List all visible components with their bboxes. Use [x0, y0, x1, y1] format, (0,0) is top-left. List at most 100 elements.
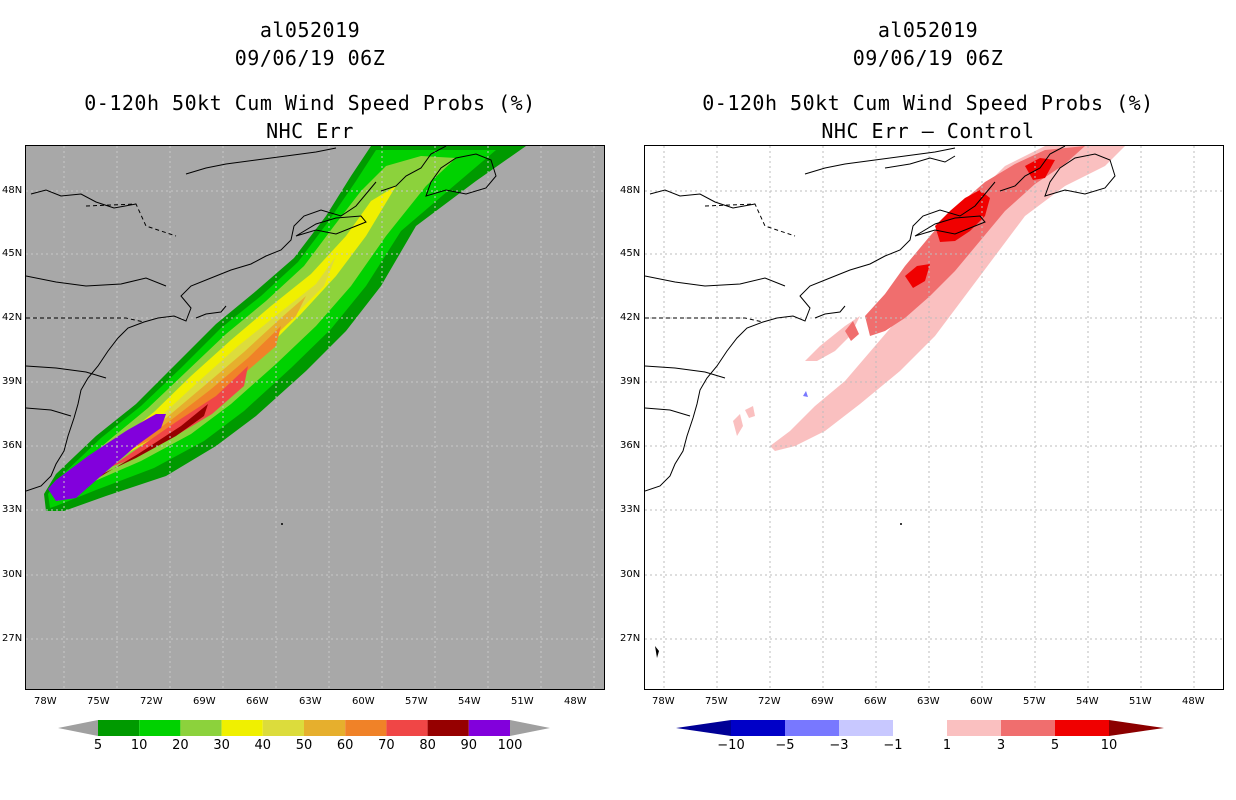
diff-band-3 [865, 146, 1085, 336]
left-title-product: 0-120h 50kt Cum Wind Speed Probs (%) [84, 91, 536, 115]
colorbar-low-arrow [676, 720, 731, 736]
coastlines [645, 146, 1116, 492]
graticule [26, 146, 604, 689]
right-title-storm: al052019 [877, 18, 979, 42]
lat-label: 42N [2, 312, 23, 323]
colorbar-swatch [98, 720, 140, 736]
colorbar-swatch [427, 720, 469, 736]
right-map-panel [644, 145, 1224, 690]
lat-label: 30N [2, 569, 23, 580]
colorbar-swatch [180, 720, 222, 736]
lon-label: 57W [1023, 696, 1046, 707]
islands [281, 523, 283, 525]
lon-label: 66W [246, 696, 269, 707]
colorbar-high-arrow [1109, 720, 1164, 736]
lat-label: 33N [620, 504, 641, 515]
lat-label: 48N [620, 185, 641, 196]
left-map-panel [25, 145, 605, 690]
colorbar-label: 10 [130, 738, 148, 753]
colorbar-swatch [221, 720, 263, 736]
lon-label: 69W [811, 696, 834, 707]
colorbar-swatch [304, 720, 346, 736]
colorbar-swatch [386, 720, 428, 736]
lon-label: 63W [299, 696, 322, 707]
colorbar-label: −3 [829, 738, 849, 753]
lon-label: 78W [34, 696, 57, 707]
lon-label: 66W [864, 696, 887, 707]
diff-band-1d [745, 406, 755, 418]
lon-label: 48W [1182, 696, 1205, 707]
lat-label: 39N [620, 376, 641, 387]
colorbar-swatch [893, 720, 947, 736]
right-colorbar-swatches [676, 720, 1164, 736]
lon-label: 72W [758, 696, 781, 707]
lon-label: 63W [917, 696, 940, 707]
lat-label: 30N [620, 569, 641, 580]
lat-label: 33N [2, 504, 23, 515]
left-title-storm: al052019 [259, 18, 361, 42]
colorbar-label: 20 [172, 738, 189, 753]
lon-label: 60W [352, 696, 375, 707]
lat-label: 27N [2, 633, 23, 644]
coastlines [26, 146, 497, 492]
islands [655, 523, 902, 658]
diff-band-neg [803, 391, 808, 397]
borders [645, 203, 796, 323]
diff-band-1b [805, 316, 860, 361]
colorbar-swatch [785, 720, 839, 736]
map-background [26, 146, 604, 689]
colorbar-swatch [345, 720, 387, 736]
colorbar-high-arrow [510, 720, 550, 736]
left-map-svg [26, 146, 604, 689]
diff-band-1c [733, 414, 743, 436]
colorbar-label: 80 [419, 738, 436, 753]
right-title-product: 0-120h 50kt Cum Wind Speed Probs (%) [702, 91, 1154, 115]
colorbar-label: −5 [775, 738, 795, 753]
lat-label: 27N [620, 633, 641, 644]
colorbar-label: −10 [717, 738, 745, 753]
lat-label: 48N [2, 185, 23, 196]
colorbar-label: 30 [213, 738, 230, 753]
colorbar-swatch [139, 720, 181, 736]
lat-label: 42N [620, 312, 641, 323]
map-background [645, 146, 1223, 689]
lon-label: 75W [705, 696, 728, 707]
lon-label: 51W [511, 696, 534, 707]
left-colorbar [58, 718, 558, 742]
lon-label: 60W [970, 696, 993, 707]
left-colorbar-swatches [58, 720, 550, 736]
prob-band-90 [48, 414, 166, 501]
borders [26, 203, 177, 323]
lon-label: 75W [87, 696, 110, 707]
right-title-subtitle: NHC Err – Control [821, 119, 1035, 143]
colorbar-swatch [1055, 720, 1109, 736]
right-map-svg [645, 146, 1223, 689]
colorbar-swatch [468, 720, 510, 736]
lon-label: 72W [140, 696, 163, 707]
colorbar-label: 1 [942, 738, 952, 753]
lon-label: 69W [193, 696, 216, 707]
colorbar-swatch [839, 720, 893, 736]
lat-label: 45N [2, 248, 23, 259]
colorbar-label: 3 [996, 738, 1006, 753]
colorbar-label: 70 [378, 738, 395, 753]
diff-band-5 [935, 190, 990, 242]
colorbar-swatch [262, 720, 304, 736]
lat-label: 39N [2, 376, 23, 387]
colorbar-swatch [1001, 720, 1055, 736]
colorbar-label: 40 [254, 738, 272, 753]
lon-label: 48W [564, 696, 587, 707]
graticule [645, 146, 1223, 689]
diff-band-3b [845, 321, 859, 341]
left-title-date: 09/06/19 06Z [234, 46, 386, 70]
diff-band-1 [770, 146, 1125, 451]
colorbar-label: 5 [93, 738, 103, 753]
colorbar-label: 10 [1100, 738, 1118, 753]
diff-band-5b [905, 264, 930, 288]
lon-label: 57W [405, 696, 428, 707]
right-colorbar [676, 718, 1176, 742]
diff-band-5c [1025, 158, 1055, 180]
lon-label: 78W [652, 696, 675, 707]
lat-label: 36N [620, 440, 641, 451]
colorbar-label: 5 [1050, 738, 1060, 753]
